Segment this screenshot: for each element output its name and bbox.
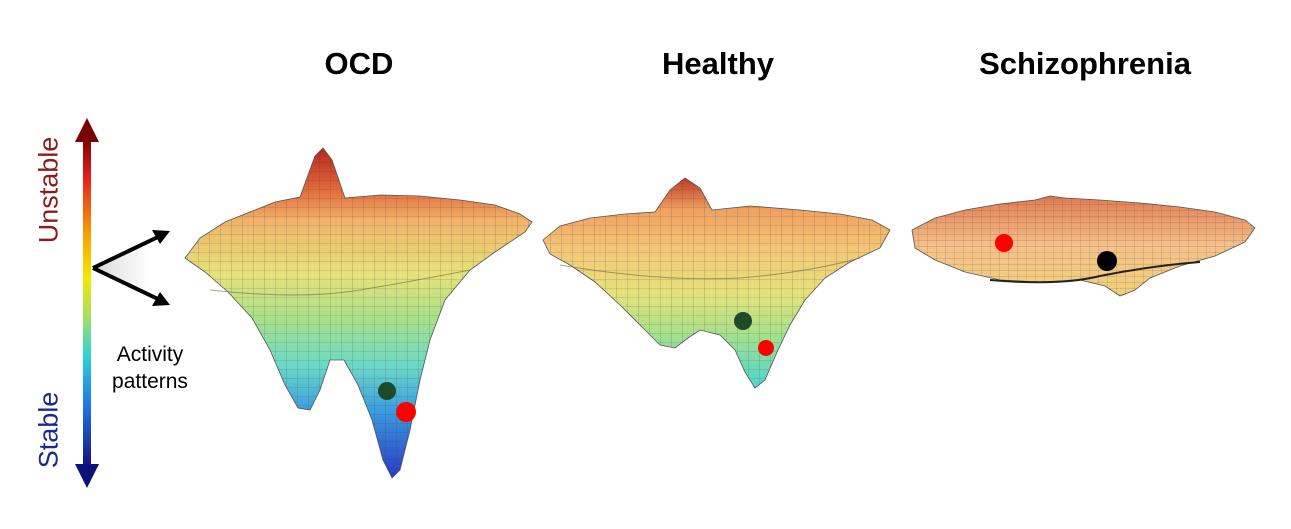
healthy-ball-dark (734, 312, 752, 330)
activity-fan (93, 244, 150, 296)
upper-arrow (92, 234, 161, 270)
stability-scale (75, 118, 99, 488)
title-healthy: Healthy (662, 46, 774, 81)
healthy-landscape (542, 177, 891, 389)
ocd-ball-dark (378, 382, 396, 400)
activity-label-line2: patterns (112, 370, 188, 393)
scale-bar (83, 138, 91, 468)
lower-arrowhead (152, 292, 170, 306)
schizophrenia-mesh (912, 196, 1255, 296)
title-schizophrenia: Schizophrenia (979, 46, 1191, 81)
schizophrenia-landscape (911, 195, 1256, 297)
lower-arrow (92, 266, 161, 302)
up-arrowhead (75, 118, 99, 142)
down-arrowhead (75, 464, 99, 488)
scale-label-stable: Stable (33, 391, 64, 469)
ocd-rim-line (209, 269, 471, 296)
ocd-landscape (184, 147, 533, 479)
schizophrenia-ball-black (1097, 251, 1117, 271)
healthy-mesh (543, 178, 890, 388)
healthy-rim-line (559, 257, 861, 280)
activity-patterns-label: Activity patterns (112, 341, 188, 395)
ocd-mesh (185, 148, 532, 478)
healthy-ball-red (758, 340, 774, 356)
schizophrenia-ball-red (995, 234, 1013, 252)
ocd-ball-red (396, 402, 416, 422)
scale-label-unstable: Unstable (33, 136, 64, 244)
title-ocd: OCD (324, 46, 394, 81)
schizophrenia-edge-line (989, 261, 1201, 284)
activity-arrows (92, 230, 170, 306)
upper-arrowhead (152, 230, 170, 244)
activity-label-line1: Activity (116, 343, 184, 366)
